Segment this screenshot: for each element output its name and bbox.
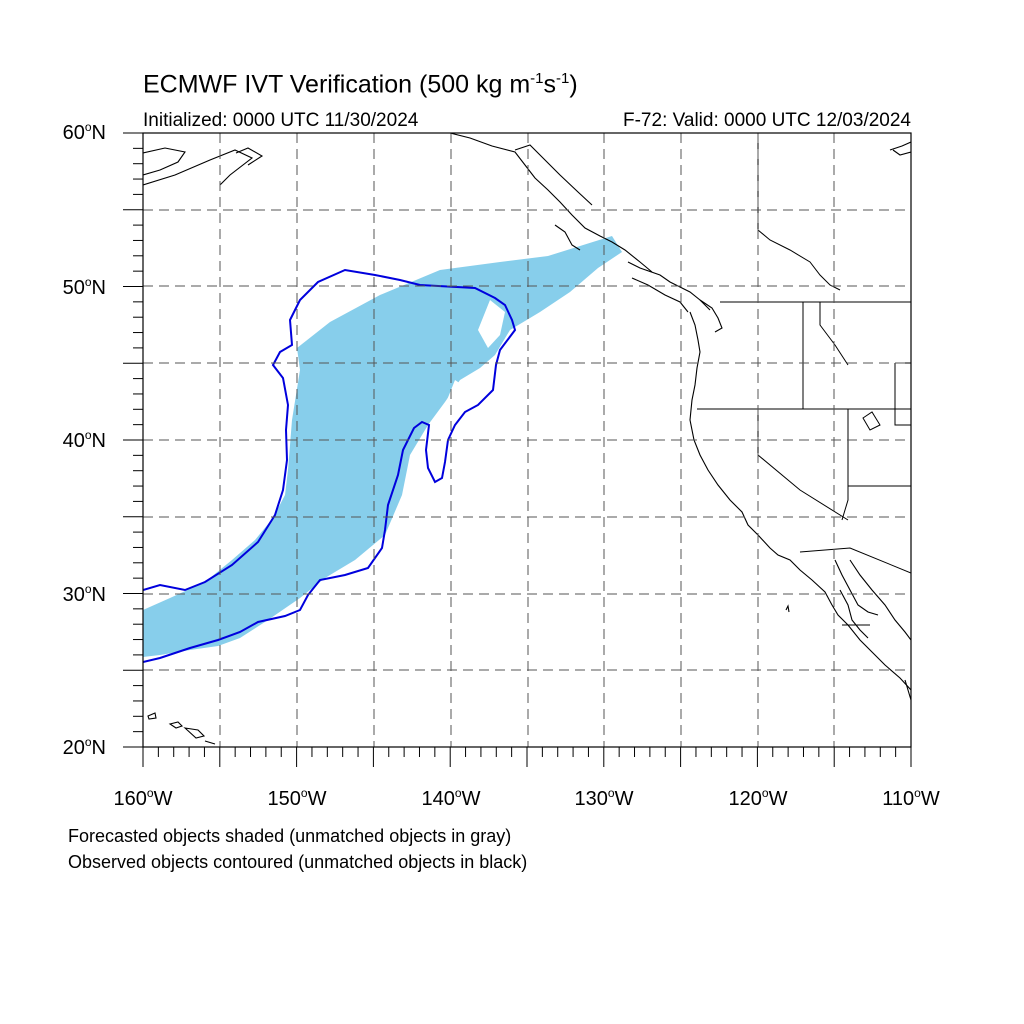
init-time-label: Initialized: 0000 UTC 11/30/2024 — [143, 110, 419, 131]
lon-label-120: 120oW — [728, 786, 788, 810]
political-boundaries — [697, 133, 911, 626]
graticule — [143, 133, 911, 747]
lon-label-130: 130oW — [574, 786, 634, 810]
lon-label-160: 160oW — [113, 786, 173, 810]
lon-label-110: 110oW — [882, 786, 940, 810]
forecast-gap — [445, 380, 470, 410]
figure-title: ECMWF IVT Verification (500 kg m-1s-1) — [143, 70, 578, 99]
forecast-gap — [478, 300, 505, 348]
axis-ticks — [123, 132, 912, 767]
lat-label-20: 20oN — [62, 735, 106, 759]
lat-label-30: 30oN — [62, 582, 106, 606]
observed-contour — [143, 268, 517, 663]
forecast-object — [143, 236, 622, 657]
legend-forecast-note: Forecasted objects shaded (unmatched obj… — [68, 826, 512, 846]
lon-label-150: 150oW — [267, 786, 327, 810]
valid-time-label: F-72: Valid: 0000 UTC 12/03/2024 — [623, 110, 911, 131]
lat-label-40: 40oN — [62, 428, 106, 452]
lat-label-60: 60oN — [62, 120, 106, 144]
lat-label-50: 50oN — [62, 275, 106, 299]
lon-label-140: 140oW — [421, 786, 481, 810]
legend-observed-note: Observed objects contoured (unmatched ob… — [68, 852, 528, 872]
coastlines — [143, 133, 911, 745]
